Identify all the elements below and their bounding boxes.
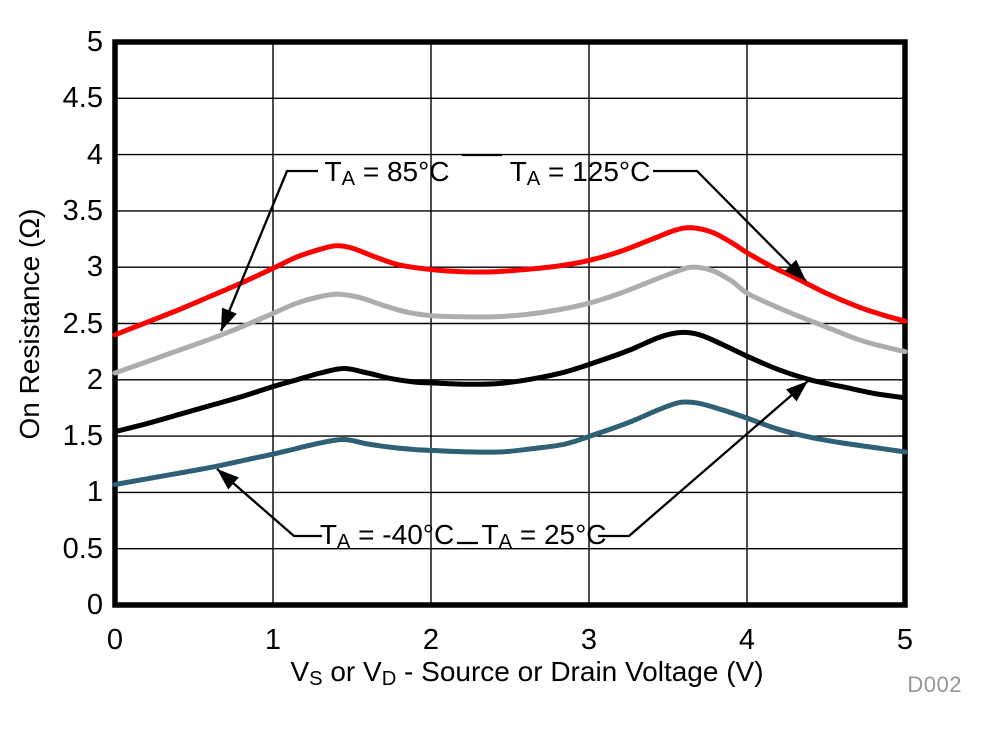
y-tick-label: 4 bbox=[86, 138, 103, 171]
callout-label-85c: TA = 85°C bbox=[324, 156, 450, 191]
curve-ta-85-c bbox=[112, 264, 908, 376]
y-tick-label: 4.5 bbox=[62, 82, 103, 115]
callout-text: = -40°C bbox=[350, 519, 455, 550]
curve-ta-40-c bbox=[112, 399, 908, 487]
x-tick-label: 1 bbox=[264, 624, 282, 656]
callout-subscript: A bbox=[498, 531, 513, 554]
callout-label-minus40c: TA = -40°C bbox=[319, 519, 455, 554]
x-axis-title-part: or V bbox=[322, 656, 382, 687]
x-axis-title-subscript: S bbox=[309, 668, 323, 691]
y-tick-label: 0.5 bbox=[62, 532, 103, 565]
x-axis-title-subscript: D bbox=[381, 668, 397, 691]
curve-ta-125-c bbox=[112, 225, 908, 338]
callout-text: = 25°C bbox=[512, 519, 607, 550]
callout-leader-line bbox=[219, 169, 318, 332]
x-tick-label: 0 bbox=[106, 624, 124, 656]
callout-arrowhead-icon bbox=[784, 259, 806, 281]
x-tick-label: 2 bbox=[422, 624, 440, 656]
callout-arrowhead-icon bbox=[217, 469, 239, 490]
callout-text: = 85°C bbox=[355, 156, 450, 187]
figure-code: D002 bbox=[907, 672, 962, 697]
callout-subscript: A bbox=[526, 168, 541, 191]
callout-leader-line bbox=[216, 468, 322, 538]
x-tick-label: 3 bbox=[580, 624, 598, 656]
y-tick-label: 3 bbox=[86, 251, 103, 284]
callout-subscript: A bbox=[336, 531, 351, 554]
callout-arrowhead-icon bbox=[221, 307, 237, 331]
callout-text: = 125°C bbox=[540, 156, 651, 187]
y-tick-label: 3.5 bbox=[62, 194, 103, 227]
y-tick-label: 1.5 bbox=[62, 420, 103, 453]
callout-text: T bbox=[481, 519, 499, 550]
callout-text: T bbox=[319, 519, 337, 550]
x-tick-label: 4 bbox=[738, 624, 756, 656]
x-tick-label: 5 bbox=[896, 624, 914, 656]
y-tick-label: 1 bbox=[86, 476, 103, 509]
x-axis-title-part: V bbox=[290, 656, 310, 687]
y-tick-label: 2 bbox=[86, 363, 103, 396]
callout-subscript: A bbox=[341, 168, 356, 191]
callout-label-25c: TA = 25°C bbox=[481, 519, 607, 554]
x-axis-title-part: - Source or Drain Voltage (V) bbox=[396, 656, 764, 687]
callout-label-125c: TA = 125°C bbox=[509, 156, 651, 191]
y-tick-label: 0 bbox=[86, 589, 103, 621]
curve-ta-25-c bbox=[112, 329, 908, 435]
callout-leader-line bbox=[598, 380, 809, 538]
x-axis-title: VS or VD - Source or Drain Voltage (V) bbox=[290, 656, 764, 691]
callout-text: T bbox=[324, 156, 342, 187]
y-tick-label: 2.5 bbox=[62, 307, 103, 340]
y-tick-label: 5 bbox=[86, 26, 103, 58]
callout-text: T bbox=[509, 156, 527, 187]
callout-arrowhead-icon bbox=[786, 381, 808, 402]
callout-leader-line bbox=[653, 169, 807, 282]
